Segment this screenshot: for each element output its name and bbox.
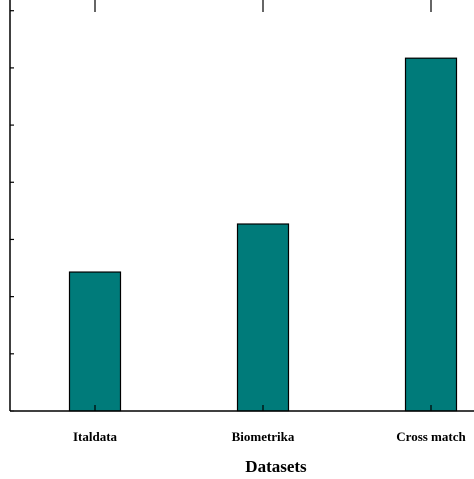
x-tick-label-italdata: Italdata: [73, 429, 118, 444]
bar-cross-match: [404, 57, 458, 412]
axes-layer: [9, 0, 474, 412]
x-tick-label-biometrika: Biometrika: [232, 429, 295, 444]
x-axis-title: Datasets: [245, 457, 307, 474]
bar-italdata: [68, 271, 122, 412]
labels-layer: Italdata Biometrika Cross match: [73, 429, 467, 444]
bar-biometrika: [236, 223, 290, 412]
bars-layer: [68, 57, 458, 412]
x-tick-label-cross-match: Cross match: [396, 429, 466, 444]
